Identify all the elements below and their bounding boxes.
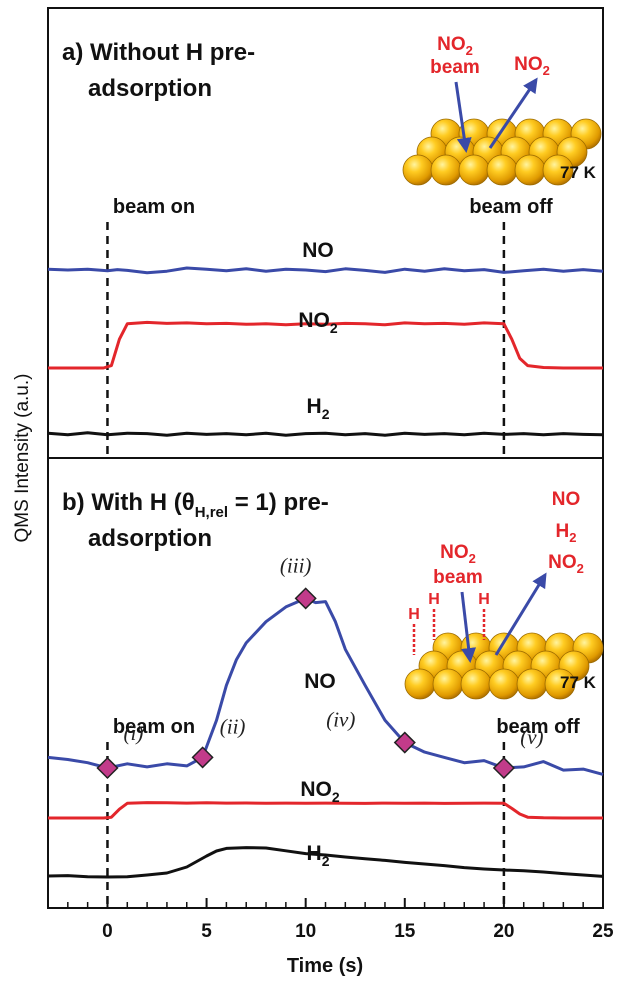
panel-b-title-line1: b) With H (θH,rel = 1) pre- [62, 489, 329, 521]
panel-b-title-line2: adsorption [88, 525, 212, 552]
panel-b-no2-label: NO2 [300, 778, 340, 805]
panel-b-inset-out-label-2: H2 [556, 521, 577, 545]
panel-a-inset-temperature: 77 K [560, 163, 597, 182]
panel-b-series-no2 [48, 801, 603, 820]
panel-a-beam-off-label: beam off [469, 196, 553, 218]
panel-b-inset-h-label-2: H [428, 591, 440, 608]
panel-a-no2-label: NO2 [298, 309, 338, 336]
panel-a-h2-label: H2 [307, 395, 330, 422]
panel-a-inset-beam-label: NO2 [437, 34, 473, 58]
panel-a-beam-on-label: beam on [113, 196, 195, 218]
marker-label: (i) [124, 721, 144, 745]
panel-b-inset-incoming-arrow [460, 591, 477, 663]
panel-b-inset-temperature: 77 K [560, 673, 597, 692]
panel-b-beam-off-label: beam off [496, 716, 580, 738]
panel-a-inset-out-label: NO2 [514, 54, 550, 78]
panel-b-inset-outgoing-arrow [494, 572, 547, 656]
panel-a-inset-outgoing-arrow [488, 77, 538, 149]
marker-label: (ii) [220, 714, 246, 738]
x-tick-label: 15 [394, 921, 416, 942]
panel-a: a) Without H pre- adsorption beam on bea… [47, 34, 604, 455]
panel-b-no-label: NO [304, 670, 336, 693]
panel-b-inset-out-label-3: NO2 [548, 552, 584, 576]
marker-diamond [492, 756, 515, 780]
panel-b-series-h2 [47, 846, 604, 879]
panel-a-inset: NO2 beam NO2 77 K [402, 34, 602, 186]
marker-label: (iii) [280, 553, 312, 577]
marker-label: (iv) [326, 708, 355, 732]
panel-b-inset-h-label-3: H [478, 591, 490, 608]
atom [516, 668, 548, 700]
atom [404, 668, 436, 700]
panel-b-beam-on-label: beam on [113, 716, 195, 738]
panel-a-title-line2: adsorption [88, 75, 212, 102]
marker-diamond [191, 746, 214, 769]
panel-a-no-label: NO [302, 239, 334, 262]
panel-b-h2-label: H2 [307, 842, 330, 869]
panel-b-inset-beam-word: beam [433, 567, 483, 588]
panel-b-inset: NO2 beam NO H2 NO2 H H H 77 K [404, 489, 604, 700]
marker-diamond [96, 756, 119, 780]
panel-a-series-no [47, 266, 604, 275]
panel-a-inset-incoming-arrow [454, 81, 472, 153]
marker-diamond [393, 731, 416, 754]
atom [486, 154, 518, 186]
atom [514, 154, 546, 186]
x-tick-label: 25 [592, 921, 614, 942]
x-tick-label: 5 [201, 921, 212, 942]
atom [402, 154, 434, 186]
atom [458, 154, 490, 186]
panel-a-series-h2 [47, 431, 604, 437]
marker-label: (v) [520, 725, 543, 749]
x-axis-label: Time (s) [287, 955, 363, 977]
panel-a-title-line1: a) Without H pre- [62, 39, 255, 66]
panel-a-inset-beam-word: beam [430, 57, 480, 78]
atom [544, 668, 576, 700]
x-axis-ticks [67, 898, 604, 908]
x-tick-label: 0 [102, 921, 113, 942]
atom [432, 668, 464, 700]
marker-diamond [294, 587, 317, 610]
atom [430, 154, 462, 186]
atom [460, 668, 492, 700]
x-tick-label: 20 [493, 921, 514, 942]
panel-a-series-no2 [48, 320, 603, 370]
atom [488, 668, 520, 700]
panel-b-inset-h-label-1: H [408, 606, 420, 623]
panel-b-inset-out-label-1: NO [552, 489, 581, 510]
panel-b: b) With H (θH,rel = 1) pre- adsorption b… [47, 489, 604, 906]
y-axis-label: QMS Intensity (a.u.) [12, 374, 33, 543]
panel-b-inset-beam-label: NO2 [440, 542, 476, 566]
x-axis-tick-labels: 0 5 10 15 20 25 [102, 921, 614, 942]
atom [542, 154, 574, 186]
x-tick-label: 10 [295, 921, 316, 942]
